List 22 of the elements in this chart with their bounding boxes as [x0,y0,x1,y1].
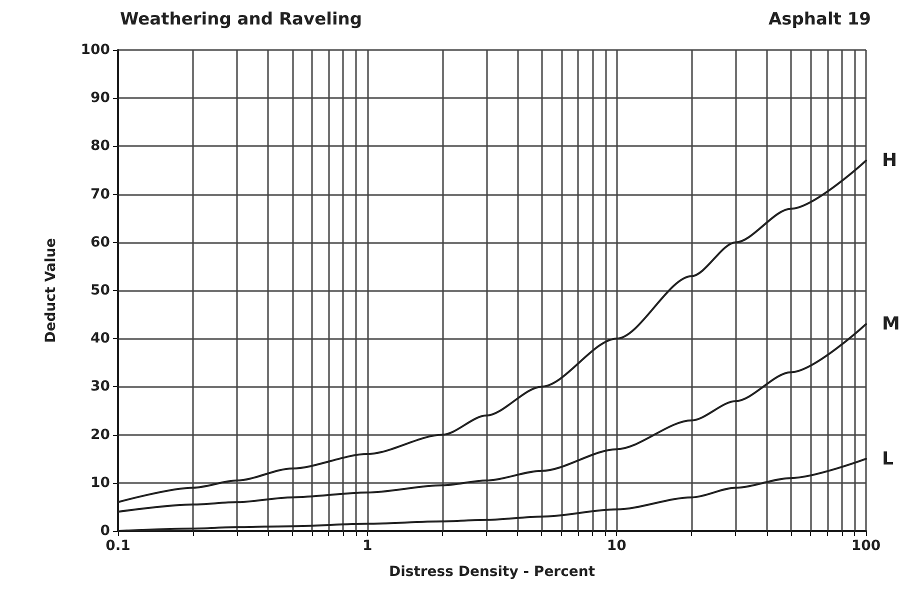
x-tick-label: 0.1 [106,538,130,554]
series-label: H [882,150,898,172]
chart-subtitle: Asphalt 19 [768,10,872,30]
y-tick-label: 90 [90,90,110,106]
y-tick-label: 10 [90,474,110,491]
y-tick-label: 80 [90,138,110,154]
x-tick-label: 10 [606,538,627,554]
y-axis-title: Deduct Value [43,238,59,343]
y-tick-label: 70 [90,186,110,202]
y-tick-label: 0 [100,523,110,539]
series-label: L [882,448,894,470]
x-tick-label: 1 [362,538,372,554]
x-tick-label: 100 [851,538,881,554]
chart-title: Weathering and Raveling [120,10,362,30]
y-tick-label: 50 [90,282,110,298]
y-tick-label: 30 [90,378,110,395]
y-tick-label: 100 [80,42,110,58]
y-tick-label: 20 [90,426,110,443]
y-tick-label: 60 [90,234,110,250]
y-tick-label: 40 [90,330,110,347]
series-label: M [882,314,900,335]
x-axis-title: Distress Density - Percent [388,564,596,580]
